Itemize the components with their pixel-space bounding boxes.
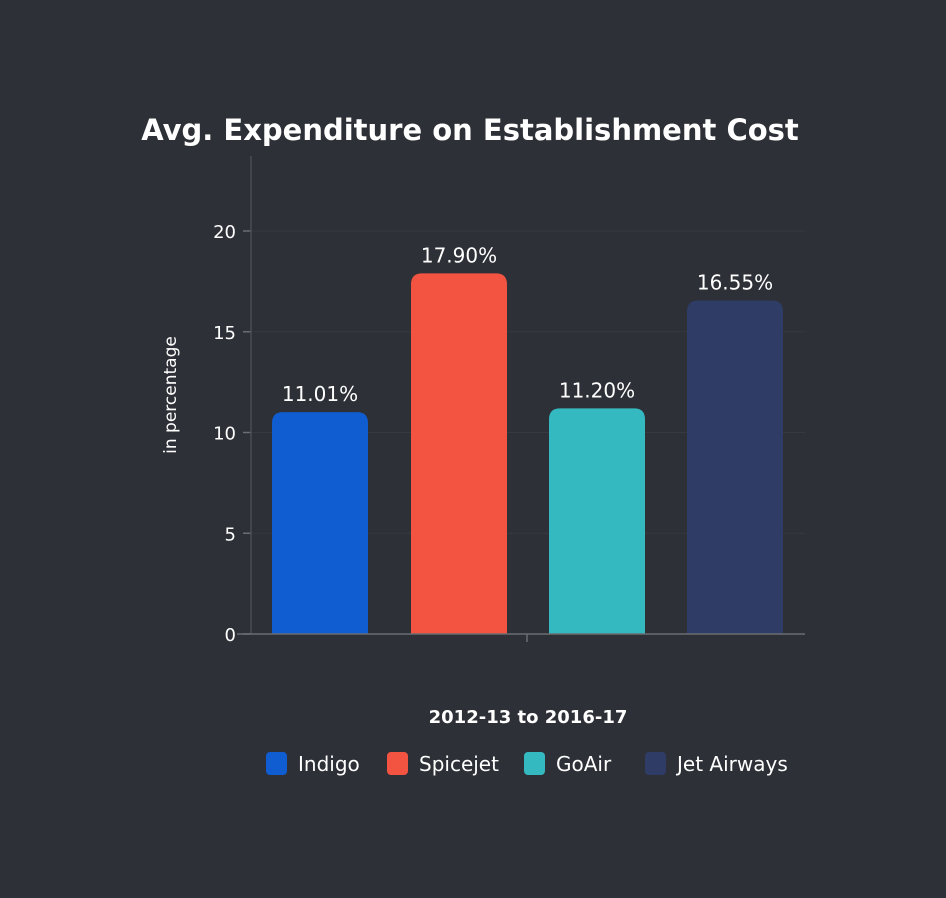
data-label: 16.55% [697,271,773,295]
legend-label: GoAir [556,752,612,776]
y-tick-label: 5 [225,524,236,545]
chart-title: Avg. Expenditure on Establishment Cost [141,113,799,147]
legend-swatch [387,752,408,775]
legend-item-indigo[interactable]: Indigo [266,752,360,776]
legend-item-goair[interactable]: GoAir [524,752,612,776]
bar-spicejet [411,273,507,634]
data-label: 11.01% [282,382,358,406]
bars: 11.01% 17.90% 11.20% 16.55% [272,243,783,634]
y-axis-ticks: 0 5 10 15 20 [213,222,251,646]
y-tick-label: 10 [213,424,236,445]
legend-item-jet-airways[interactable]: Jet Airways [645,752,788,776]
bar-indigo [272,412,368,634]
legend-swatch [524,752,545,775]
data-label: 17.90% [421,243,497,267]
legend-label: Spicejet [419,752,499,776]
legend-item-spicejet[interactable]: Spicejet [387,752,499,776]
y-axis-label: in percentage [161,336,181,454]
y-tick-label: 20 [213,222,236,243]
legend-swatch [645,752,666,775]
y-tick-label: 15 [213,323,236,344]
bar-jet-airways [687,300,783,634]
x-axis-label: 2012-13 to 2016-17 [429,707,628,728]
legend-label: Jet Airways [675,752,788,776]
legend: Indigo Spicejet GoAir Jet Airways [266,752,788,776]
y-tick-label: 0 [225,625,236,646]
data-label: 11.20% [559,378,635,402]
legend-swatch [266,752,287,775]
bar-goair [549,408,645,634]
legend-label: Indigo [298,752,360,776]
